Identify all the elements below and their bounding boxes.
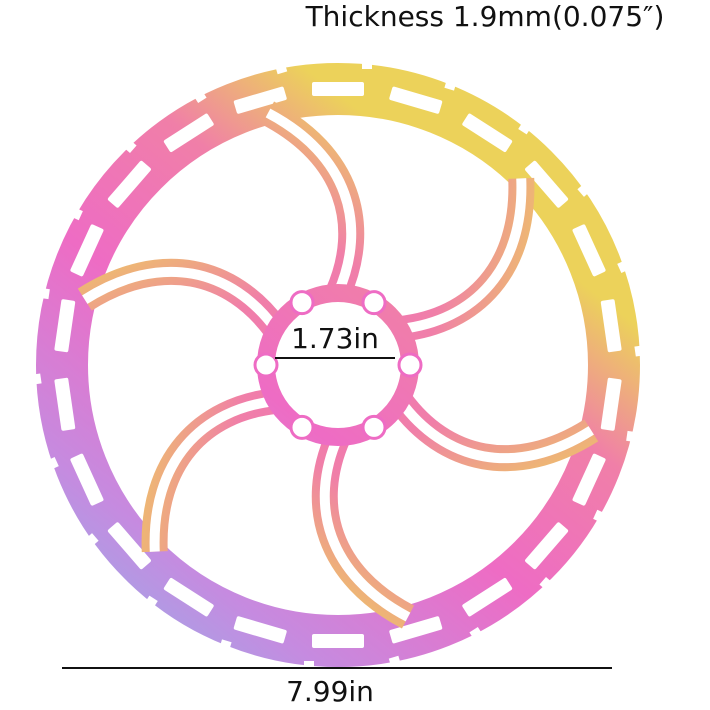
slot xyxy=(389,86,443,114)
slot xyxy=(389,616,443,644)
slot xyxy=(54,299,76,353)
edge-notch xyxy=(122,138,137,154)
bolt-hole xyxy=(289,414,315,440)
slot xyxy=(107,522,151,570)
bolt-hole xyxy=(397,352,423,378)
slot xyxy=(233,616,287,644)
outer-diameter-label: 7.99in xyxy=(286,675,374,708)
bolt-hole xyxy=(253,352,279,378)
bolt-hole xyxy=(361,290,387,316)
edge-notch xyxy=(84,533,99,548)
slot xyxy=(462,113,513,152)
edge-notch xyxy=(30,373,42,385)
edge-notch xyxy=(634,345,646,357)
slot xyxy=(233,86,287,114)
slot xyxy=(70,224,104,277)
slot xyxy=(54,377,76,431)
slot xyxy=(525,160,569,208)
slot xyxy=(462,578,513,617)
edge-notch xyxy=(444,78,457,91)
edge-notch xyxy=(388,655,402,669)
slot xyxy=(572,453,606,506)
slot xyxy=(312,82,364,96)
edge-notch xyxy=(45,457,59,471)
slot xyxy=(525,522,569,570)
thickness-label: Thickness 1.9mm(0.075″) xyxy=(305,0,665,33)
slot xyxy=(107,160,151,208)
slot xyxy=(600,377,622,431)
ring-slots xyxy=(30,59,646,671)
inner-diameter-label: 1.73in xyxy=(291,322,379,355)
bolt-hole xyxy=(289,290,315,316)
slot xyxy=(572,224,606,277)
edge-notch xyxy=(362,59,372,69)
slot xyxy=(163,113,214,152)
slot xyxy=(163,578,214,617)
edge-notch xyxy=(617,259,631,273)
edge-notch xyxy=(192,89,207,104)
edge-notch xyxy=(539,576,554,592)
bolt-holes xyxy=(253,290,423,440)
slot xyxy=(70,453,104,506)
edge-notch xyxy=(469,626,484,641)
edge-notch xyxy=(143,595,158,610)
edge-notch xyxy=(274,61,288,75)
slot xyxy=(600,299,622,353)
bolt-hole xyxy=(361,414,387,440)
edge-notch xyxy=(593,509,607,524)
edge-notch xyxy=(304,661,314,671)
edge-notch xyxy=(626,430,638,443)
rotor-hub xyxy=(257,284,419,446)
brake-rotor xyxy=(30,59,646,671)
edge-notch xyxy=(518,120,533,135)
edge-notch xyxy=(38,287,50,300)
edge-notch xyxy=(69,206,83,221)
edge-notch xyxy=(219,639,232,652)
slot xyxy=(312,634,364,648)
edge-notch xyxy=(577,182,592,197)
